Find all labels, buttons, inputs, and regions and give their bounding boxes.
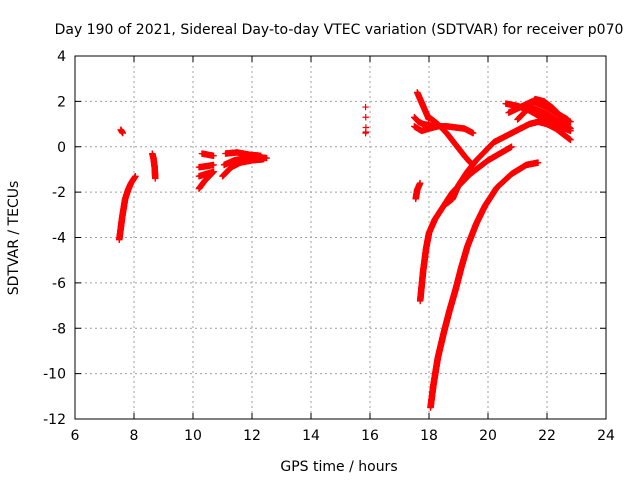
y-tick-label: 2 bbox=[57, 94, 66, 110]
y-tick-label: -12 bbox=[43, 412, 66, 428]
x-tick-label: 20 bbox=[479, 428, 497, 444]
axis-layer bbox=[74, 55, 607, 420]
x-tick-label: 6 bbox=[71, 428, 80, 444]
y-tick-label: 0 bbox=[57, 140, 66, 156]
x-tick-label: 10 bbox=[184, 428, 202, 444]
x-tick-label: 18 bbox=[420, 428, 438, 444]
data-point bbox=[534, 159, 542, 166]
data-point bbox=[260, 156, 267, 163]
data-point bbox=[210, 168, 217, 175]
data-point bbox=[362, 128, 370, 136]
data-point bbox=[362, 103, 369, 111]
y-tick-label: -4 bbox=[52, 231, 66, 247]
x-tick-label: 8 bbox=[130, 428, 139, 444]
y-tick-label: -2 bbox=[52, 185, 66, 201]
data-points-layer bbox=[116, 89, 574, 411]
x-tick-label: 16 bbox=[361, 428, 379, 444]
data-point bbox=[119, 129, 126, 137]
data-point bbox=[508, 143, 515, 150]
data-point bbox=[152, 175, 159, 182]
y-axis-label: SDTVAR / TECUs bbox=[6, 181, 22, 296]
data-point bbox=[263, 154, 270, 162]
data-point bbox=[132, 173, 139, 180]
x-axis-label: GPS time / hours bbox=[280, 459, 397, 475]
data-point bbox=[210, 161, 217, 169]
y-tick-label: -8 bbox=[52, 321, 66, 337]
grid-layer bbox=[75, 56, 606, 419]
data-point bbox=[567, 118, 574, 125]
chart-title: Day 190 of 2021, Sidereal Day-to-day VTE… bbox=[55, 22, 624, 38]
data-point bbox=[567, 136, 574, 144]
x-tick-label: 22 bbox=[538, 428, 556, 444]
x-tick-label: 12 bbox=[243, 428, 261, 444]
x-tick-label: 14 bbox=[302, 428, 320, 444]
data-point bbox=[362, 114, 369, 121]
y-tick-label: 4 bbox=[57, 49, 66, 65]
data-point bbox=[416, 179, 424, 187]
data-point bbox=[470, 129, 477, 137]
y-tick-label: -6 bbox=[52, 276, 66, 292]
data-point bbox=[567, 125, 574, 132]
x-tick-label: 24 bbox=[597, 428, 615, 444]
y-tick-label: -10 bbox=[43, 367, 66, 383]
data-point bbox=[210, 152, 217, 160]
